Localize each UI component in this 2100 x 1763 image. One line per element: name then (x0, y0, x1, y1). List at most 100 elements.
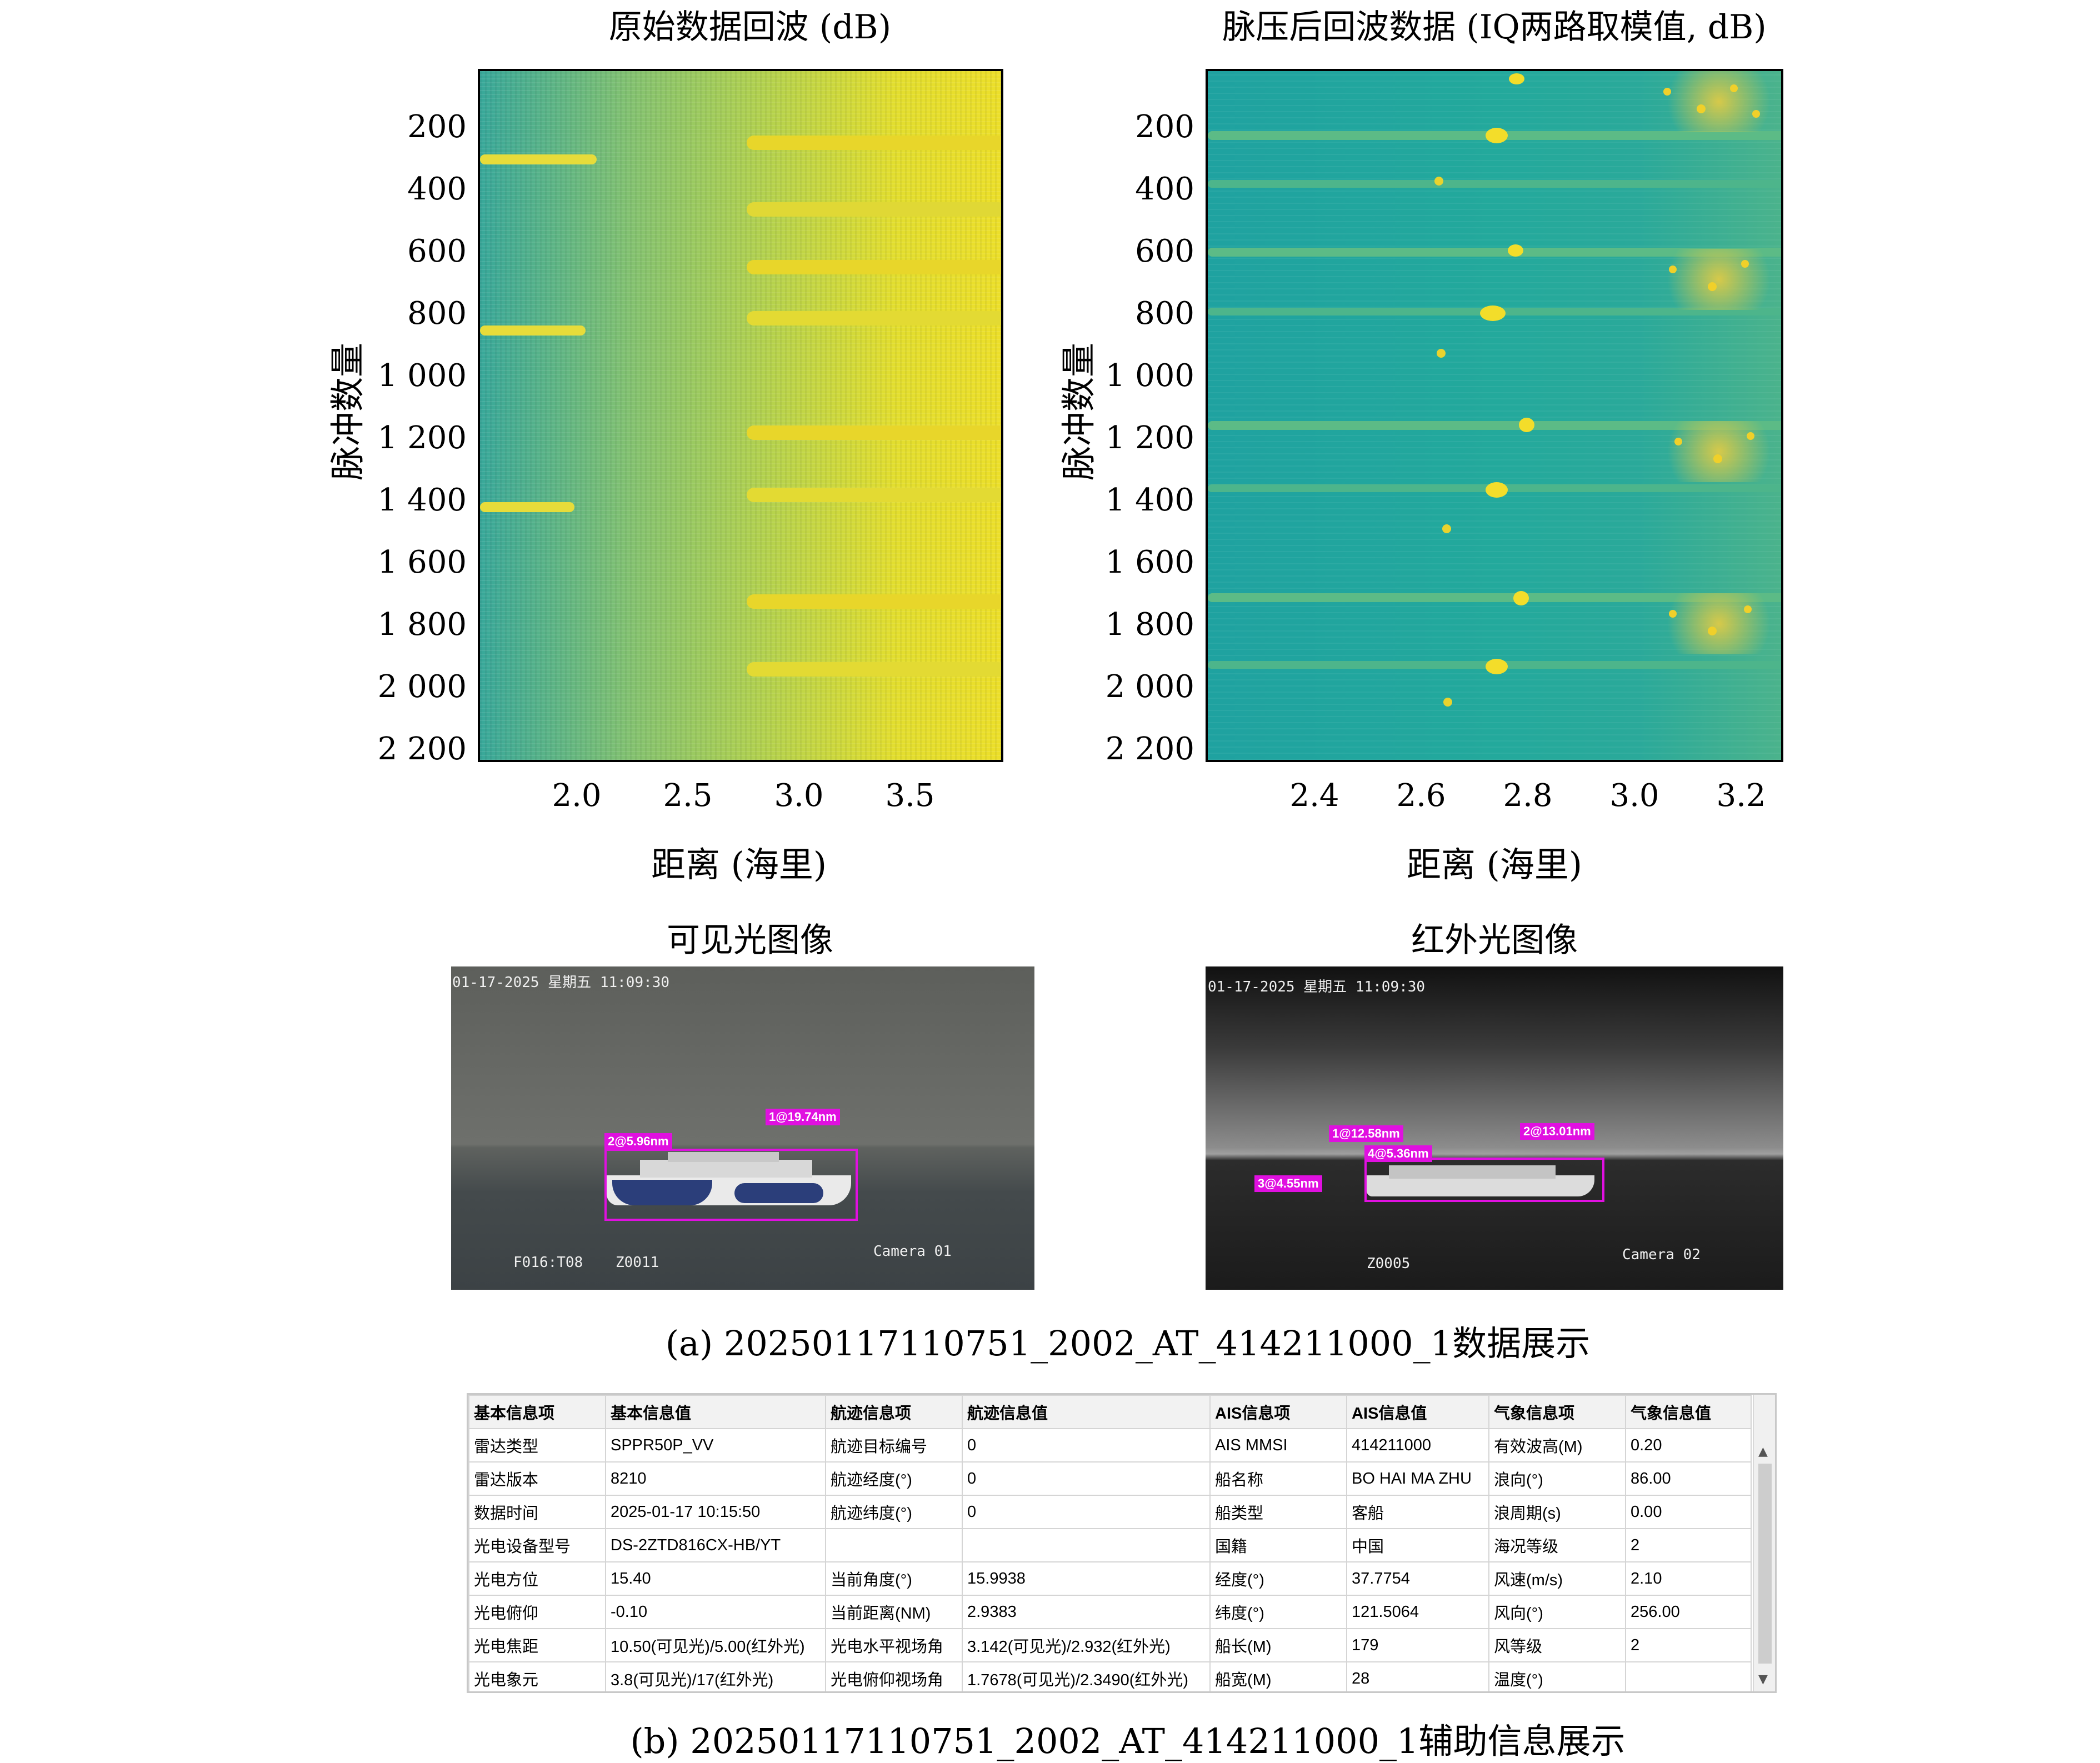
table-row[interactable]: 数据时间 2025-01-17 10:15:50 航迹纬度(°) 0 船类型 客… (468, 1495, 1752, 1529)
raw-x-axis-label: 距离 (海里) (651, 844, 827, 885)
table-cell: 风速(m/s) (1488, 1561, 1626, 1596)
pc-y-tick: 1 400 (1105, 482, 1194, 518)
pc-x-axis-label: 距离 (海里) (1406, 844, 1583, 885)
infrared-camera-name: Camera 02 (1622, 1246, 1701, 1263)
table-cell: 风等级 (1488, 1628, 1626, 1662)
table-cell: 航迹纬度(°) (825, 1495, 963, 1529)
infrared-image-title: 红外光图像 (1411, 921, 1578, 960)
table-cell: 3.8(可见光)/17(红外光) (605, 1661, 826, 1691)
table-cell: 2.9383 (962, 1595, 1211, 1629)
table-cell: 0.20 (1625, 1428, 1752, 1463)
table-cell: 温度(°) (1488, 1661, 1626, 1691)
table-row[interactable]: 雷达类型 SPPR50P_VV 航迹目标编号 0 AIS MMSI 414211… (468, 1428, 1752, 1463)
table-header-cell: AIS信息值 (1346, 1395, 1489, 1429)
table-cell: 86.00 (1625, 1461, 1752, 1496)
table-header-row: 基本信息项 基本信息值 航迹信息项 航迹信息值 AIS信息项 AIS信息值 气象… (468, 1395, 1752, 1429)
table-cell: 有效波高(M) (1488, 1428, 1626, 1463)
pc-x-tick: 3.2 (1716, 778, 1766, 814)
pc-x-tick: 2.8 (1503, 778, 1553, 814)
table-cell: 航迹目标编号 (825, 1428, 963, 1463)
table-cell: 客船 (1346, 1495, 1489, 1529)
table-cell: DS-2ZTD816CX-HB/YT (605, 1528, 826, 1562)
table-cell: 414211000 (1346, 1428, 1489, 1463)
table-row[interactable]: 光电方位 15.40 当前角度(°) 15.9938 经度(°) 37.7754… (468, 1561, 1752, 1596)
table-cell: 中国 (1346, 1528, 1489, 1562)
raw-x-tick: 2.5 (663, 778, 713, 814)
table-cell: 3.142(可见光)/2.932(红外光) (962, 1628, 1211, 1662)
visible-label-1: 1@19.74nm (766, 1109, 840, 1125)
infrared-detection-box (1364, 1158, 1604, 1202)
scroll-down-icon[interactable]: ▼ (1758, 1672, 1768, 1686)
ir-ship-shape (1367, 1165, 1600, 1196)
scroll-thumb[interactable] (1758, 1464, 1772, 1664)
table-cell: BO HAI MA ZHU (1346, 1461, 1489, 1496)
infrared-footer-mid: Z0005 (1367, 1255, 1411, 1272)
raw-x-tick: 3.0 (774, 778, 824, 814)
table-cell: 15.9938 (962, 1561, 1211, 1596)
table-cell: 光电俯仰视场角 (825, 1661, 963, 1691)
table-cell: 1.7678(可见光)/2.3490(红外光) (962, 1661, 1211, 1691)
table-cell: 雷达版本 (468, 1461, 606, 1496)
pc-x-tick: 3.0 (1609, 778, 1659, 814)
raw-y-tick: 1 400 (377, 482, 467, 518)
raw-y-tick: 2 000 (377, 669, 467, 705)
table-cell: 光电设备型号 (468, 1528, 606, 1562)
table-header-cell: 航迹信息值 (962, 1395, 1211, 1429)
infrared-camera-image: 01-17-2025 星期五 11:09:30 1@12.58nm 2@13.0… (1206, 966, 1783, 1290)
infrared-label-1: 1@12.58nm (1329, 1125, 1403, 1142)
table-row[interactable]: 雷达版本 8210 航迹经度(°) 0 船名称 BO HAI MA ZHU 浪向… (468, 1461, 1752, 1496)
infrared-label-2: 2@13.01nm (1520, 1123, 1594, 1140)
table-header-cell: 基本信息值 (605, 1395, 826, 1429)
table-header-cell: 基本信息项 (468, 1395, 606, 1429)
infrared-label-4: 4@5.36nm (1364, 1145, 1432, 1162)
table-cell (825, 1528, 963, 1562)
visible-footer-mid: Z0011 (616, 1254, 659, 1271)
raw-y-tick: 1 800 (377, 607, 467, 643)
pulse-compressed-image (1206, 69, 1783, 762)
info-table-panel: 基本信息项 基本信息值 航迹信息项 航迹信息值 AIS信息项 AIS信息值 气象… (467, 1393, 1777, 1693)
caption-b: (b) 20250117110751_2002_AT_414211000_1辅助… (630, 1721, 1626, 1761)
scroll-up-icon[interactable]: ▲ (1758, 1445, 1768, 1459)
table-cell: 0 (962, 1428, 1211, 1463)
table-row[interactable]: 光电设备型号 DS-2ZTD816CX-HB/YT 国籍 中国 海况等级 2 (468, 1528, 1752, 1562)
table-cell: AIS MMSI (1209, 1428, 1347, 1463)
table-cell: 光电焦距 (468, 1628, 606, 1662)
pc-y-tick: 200 (1135, 109, 1194, 145)
table-cell: 雷达类型 (468, 1428, 606, 1463)
table-cell: 0 (962, 1495, 1211, 1529)
table-cell: 8210 (605, 1461, 826, 1496)
raw-x-tick: 2.0 (552, 778, 602, 814)
visible-timestamp: 01-17-2025 星期五 11:09:30 (452, 974, 670, 991)
table-row[interactable]: 光电焦距 10.50(可见光)/5.00(红外光) 光电水平视场角 3.142(… (468, 1628, 1752, 1662)
table-header-cell: 气象信息项 (1488, 1395, 1626, 1429)
table-cell: 浪周期(s) (1488, 1495, 1626, 1529)
pc-y-tick: 1 600 (1105, 544, 1194, 580)
visible-image-title: 可见光图像 (667, 921, 833, 960)
table-cell: 航迹经度(°) (825, 1461, 963, 1496)
table-cell: 179 (1346, 1628, 1489, 1662)
table-cell: 光电象元 (468, 1661, 606, 1691)
raw-y-tick: 1 200 (377, 420, 467, 456)
ship-shape (607, 1152, 862, 1205)
table-cell: 经度(°) (1209, 1561, 1347, 1596)
table-row[interactable]: 光电俯仰 -0.10 当前距离(NM) 2.9383 纬度(°) 121.506… (468, 1595, 1752, 1629)
pc-y-tick: 1 800 (1105, 607, 1194, 643)
table-vertical-scrollbar[interactable]: ▲ ▼ (1753, 1395, 1775, 1691)
table-cell: 船类型 (1209, 1495, 1347, 1529)
table-header-cell: 航迹信息项 (825, 1395, 963, 1429)
table-cell: 浪向(°) (1488, 1461, 1626, 1496)
table-cell: 256.00 (1625, 1595, 1752, 1629)
raw-y-tick: 1 000 (377, 358, 467, 394)
table-cell: 2.10 (1625, 1561, 1752, 1596)
visible-footer-left: F016:T08 (513, 1254, 583, 1271)
raw-y-tick: 600 (407, 233, 467, 269)
pc-plot-title: 脉压后回波数据 (IQ两路取模值, dB) (1222, 8, 1767, 47)
pc-y-tick: 1 000 (1105, 358, 1194, 394)
table-cell: 28 (1346, 1661, 1489, 1691)
table-cell: 船长(M) (1209, 1628, 1347, 1662)
visible-label-2: 2@5.96nm (604, 1133, 672, 1150)
table-cell: 2025-01-17 10:15:50 (605, 1495, 826, 1529)
table-cell: 纬度(°) (1209, 1595, 1347, 1629)
table-row[interactable]: 光电象元 3.8(可见光)/17(红外光) 光电俯仰视场角 1.7678(可见光… (468, 1661, 1752, 1691)
table-cell: 光电水平视场角 (825, 1628, 963, 1662)
